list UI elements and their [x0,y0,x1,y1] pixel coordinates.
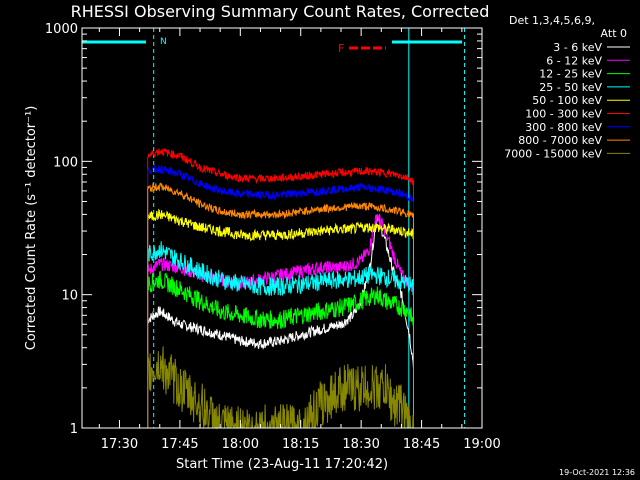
series-line-50-100keV [147,208,414,428]
x-tick-label: 18:00 [222,437,259,452]
x-tick-label: 18:30 [342,437,379,452]
x-tick-label: 18:45 [403,437,440,452]
legend-label: 800 - 7000 keV [518,134,602,147]
x-tick-label: 17:30 [101,437,138,452]
legend-label: 3 - 6 keV [553,41,602,54]
y-tick-label: 10 [61,289,78,304]
generation-timestamp: 19-Oct-2021 12:36 [559,468,635,477]
series-line-3-6keV [147,214,414,428]
legend-label: 7000 - 15000 keV [504,147,602,160]
series-line-800-7000keV [147,182,414,428]
series-line-6-12keV [147,213,414,428]
series-line-300-800keV [147,164,414,428]
flag-n-label: N [160,37,167,47]
legend-label: 12 - 25 keV [539,68,602,81]
detector-info-line-1: Det 1,3,4,5,6,9, [509,14,595,27]
y-axis-label: Corrected Count Rate (s⁻¹ detector⁻¹) [24,106,39,351]
series-line-100-300keV [147,148,414,428]
plot-frame [81,27,483,429]
legend-label: 25 - 50 keV [539,81,602,94]
detector-info-line-2: Att 0 [601,27,627,40]
legend-label: 6 - 12 keV [546,54,602,67]
series-line-25-50keV [147,241,414,428]
x-tick-label: 18:15 [282,437,319,452]
flag-f-label: F [338,42,344,55]
chart-title: RHESSI Observing Summary Count Rates, Co… [71,2,490,21]
x-tick-label: 17:45 [161,437,198,452]
y-tick-label: 1000 [45,22,78,37]
x-tick-label: 19:00 [463,437,500,452]
legend-label: 300 - 800 keV [525,121,602,134]
legend-label: 100 - 300 keV [525,108,602,121]
y-tick-label: 100 [53,155,78,170]
legend-label: 50 - 100 keV [532,94,602,107]
x-axis-label: Start Time (23-Aug-11 17:20:42) [176,457,388,472]
series-line-7000-15000keV [147,346,414,430]
series-line-12-25keV [147,270,414,428]
y-tick-label: 1 [70,422,78,437]
